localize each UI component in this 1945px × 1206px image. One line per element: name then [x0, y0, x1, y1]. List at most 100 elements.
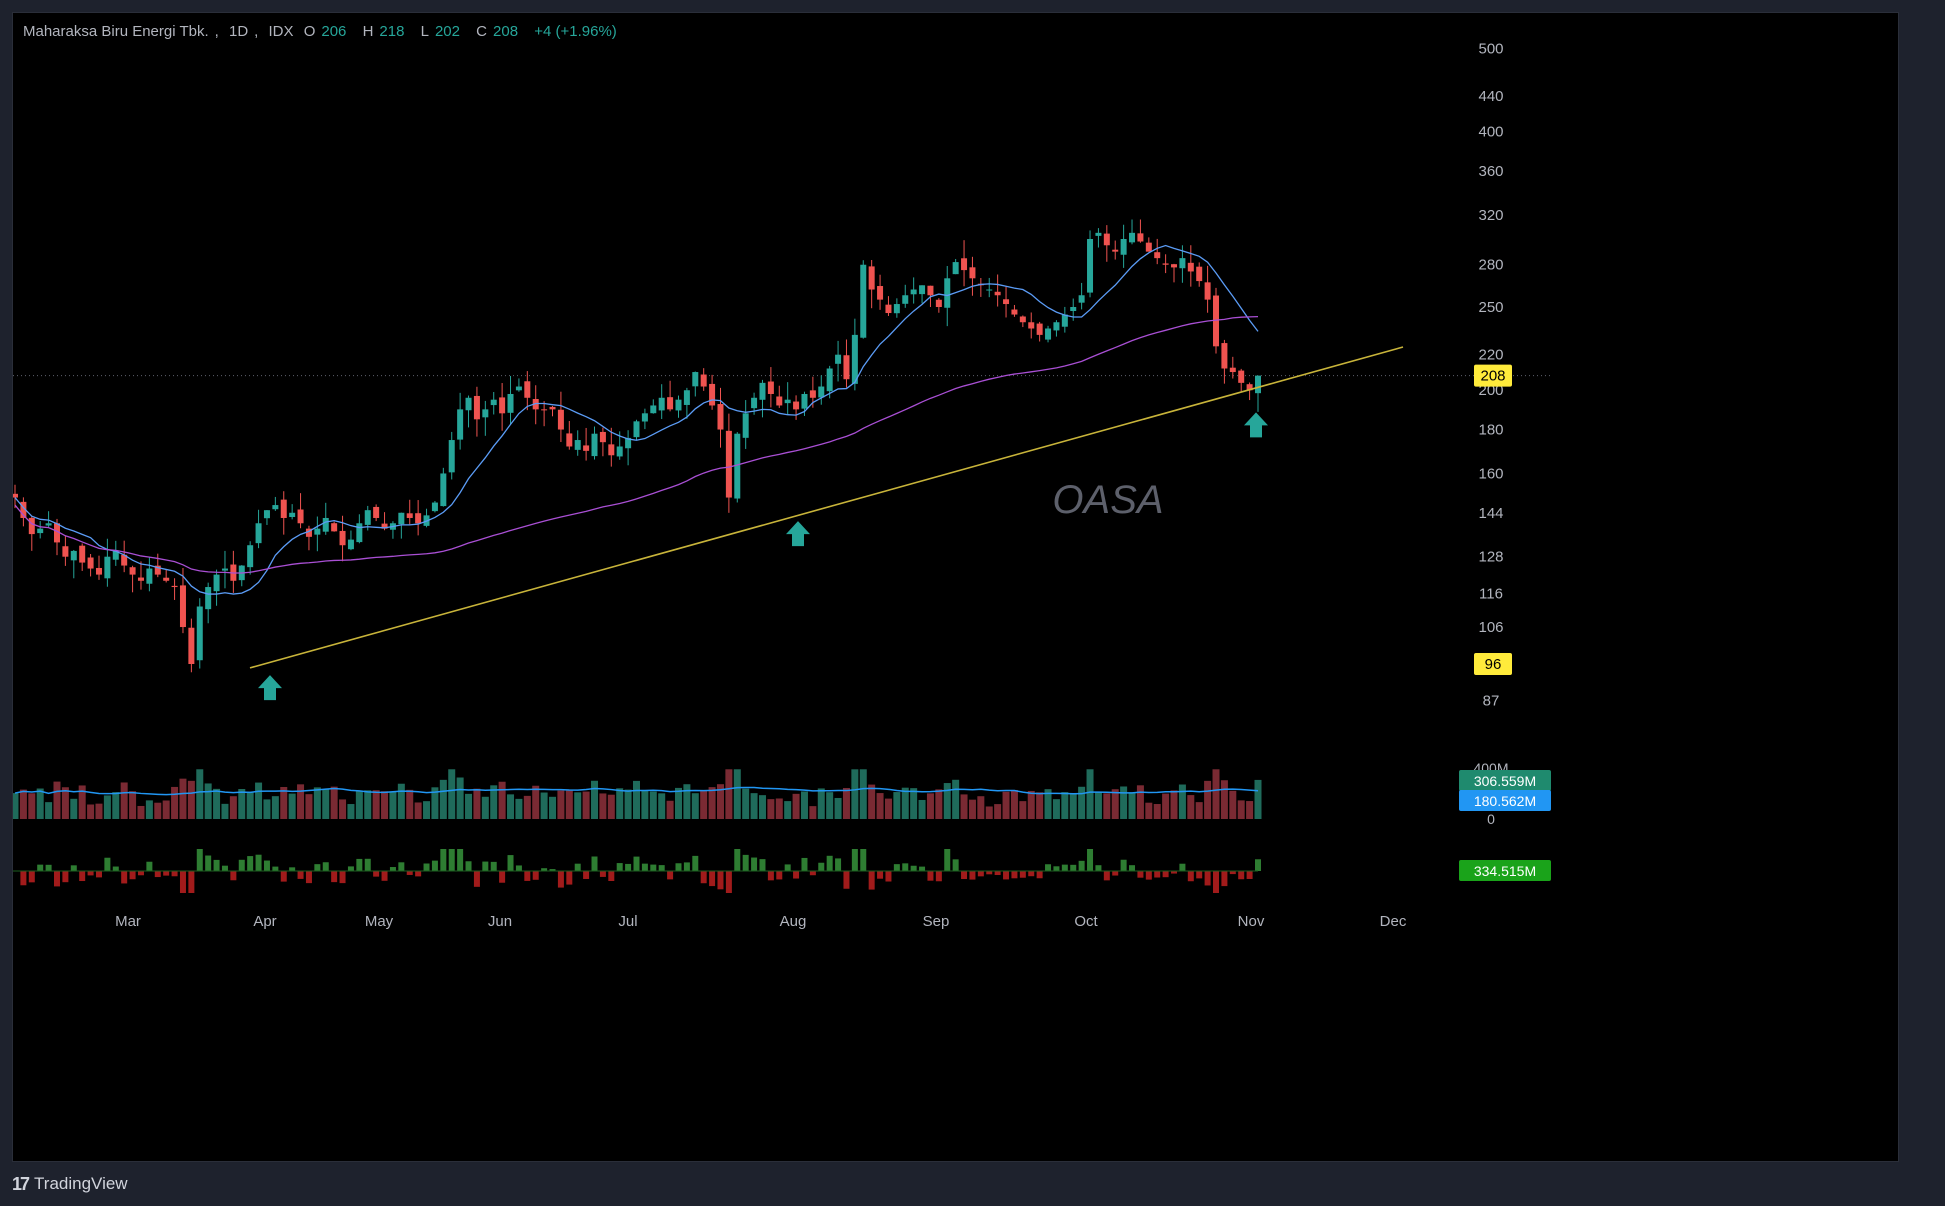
volume-bar — [213, 788, 221, 819]
time-tick-label: Nov — [1238, 913, 1265, 930]
volume-bar — [515, 798, 523, 819]
volume-bar — [162, 800, 170, 819]
volume-bar — [700, 790, 708, 819]
oscillator-bar — [1112, 871, 1119, 876]
oscillator-bar — [1078, 860, 1085, 871]
candle-body — [280, 499, 287, 518]
volume-bar — [171, 786, 179, 819]
candle-body — [163, 577, 170, 581]
low-number: 202 — [434, 23, 460, 40]
candle-body — [826, 368, 833, 392]
candle-body — [650, 405, 657, 414]
volume-bar — [305, 794, 313, 819]
candle-body — [801, 393, 808, 409]
oscillator-bar — [1204, 871, 1211, 886]
oscillator-bar — [221, 865, 228, 871]
oscillator-bar — [667, 871, 674, 880]
oscillator-bar — [415, 871, 422, 877]
volume-bar — [1254, 779, 1262, 819]
volume-bar — [120, 782, 128, 819]
volume-bar — [733, 769, 741, 819]
candle-body — [683, 390, 690, 405]
oscillator-bar — [641, 863, 648, 871]
volume-bar — [792, 793, 800, 819]
volume-bar — [952, 779, 960, 819]
chart-area[interactable]: Maharaksa Biru Energi Tbk., 1D, IDX O 206… — [12, 12, 1899, 1162]
price-tick-label: 440 — [1478, 88, 1503, 105]
volume-bar — [968, 799, 976, 819]
candle-body — [247, 545, 254, 568]
oscillator-bar — [1162, 871, 1169, 878]
candle-body — [465, 397, 472, 411]
volume-bar — [196, 769, 204, 819]
price-tick-label: 400 — [1478, 124, 1503, 141]
oscillator-bar — [213, 859, 220, 871]
volume-bar — [1111, 789, 1119, 819]
volume-bar — [1220, 780, 1228, 819]
candle-body — [700, 374, 707, 387]
high-value: H 218 — [363, 23, 411, 40]
price-tick-label: 320 — [1478, 207, 1503, 224]
oscillator-bar — [20, 871, 27, 886]
oscillator-bar — [532, 871, 539, 880]
oscillator-bar — [969, 871, 976, 880]
volume-bar — [674, 787, 682, 819]
candle-body — [473, 395, 480, 420]
volume-bar — [985, 806, 993, 819]
oscillator-bar — [650, 864, 657, 871]
volume-bar — [28, 793, 36, 819]
volume-bar — [481, 796, 489, 819]
candle-body — [431, 502, 438, 512]
volume-last-label: 306.559M — [1474, 773, 1536, 789]
volume-bar — [255, 782, 263, 819]
oscillator-bar — [1103, 871, 1110, 881]
candle-body — [188, 627, 195, 664]
oscillator-bar — [683, 862, 690, 871]
candle-body — [1061, 314, 1068, 327]
oscillator-bar — [885, 871, 892, 882]
volume-ma-label-bg — [1459, 790, 1551, 811]
oscillator-bar — [793, 871, 800, 879]
candle-body — [263, 510, 270, 519]
volume-bar — [784, 801, 792, 819]
oscillator-bar — [860, 849, 867, 871]
oscillator-bar — [927, 871, 934, 881]
volume-bar — [263, 799, 271, 819]
volume-bar — [691, 793, 699, 819]
price-tick-label: 220 — [1478, 347, 1503, 364]
volume-bar — [817, 788, 825, 819]
time-tick-label: Mar — [115, 913, 141, 930]
candle-body — [776, 396, 783, 406]
volume-bar — [1237, 800, 1245, 819]
volume-bar — [1187, 795, 1195, 819]
oscillator-bar — [759, 859, 766, 871]
candle-body — [87, 557, 94, 569]
volume-bar — [800, 791, 808, 819]
candle-body — [860, 264, 867, 338]
candle-body — [1120, 239, 1127, 255]
oscillator-bar — [709, 871, 716, 887]
oscillator-bar — [406, 871, 413, 875]
oscillator-bar — [961, 871, 968, 880]
candle-body — [717, 404, 724, 430]
oscillator-bar — [809, 871, 816, 876]
time-tick-label: Jun — [488, 913, 512, 930]
volume-moving-average-line — [14, 786, 1259, 796]
volume-bar — [507, 794, 515, 819]
volume-bar — [633, 780, 640, 819]
candle-body — [322, 517, 329, 532]
change-value: +4 (+1.96%) — [534, 23, 617, 40]
oscillator-bar — [37, 864, 44, 871]
oscillator-bar — [499, 871, 506, 883]
candle-body — [994, 291, 1001, 296]
candle-body — [809, 390, 816, 398]
oscillator-bar — [121, 871, 128, 884]
volume-bar — [943, 783, 951, 819]
open-value: O 206 — [304, 23, 353, 40]
candle-body — [1137, 233, 1144, 242]
oscillator-bar — [28, 871, 35, 883]
oscillator-bar — [1187, 871, 1194, 882]
price-chart-svg[interactable]: 8710611612814416018020022025028032036040… — [13, 13, 1898, 1161]
volume-bar — [1246, 801, 1254, 819]
oscillator-bar — [1179, 863, 1186, 871]
